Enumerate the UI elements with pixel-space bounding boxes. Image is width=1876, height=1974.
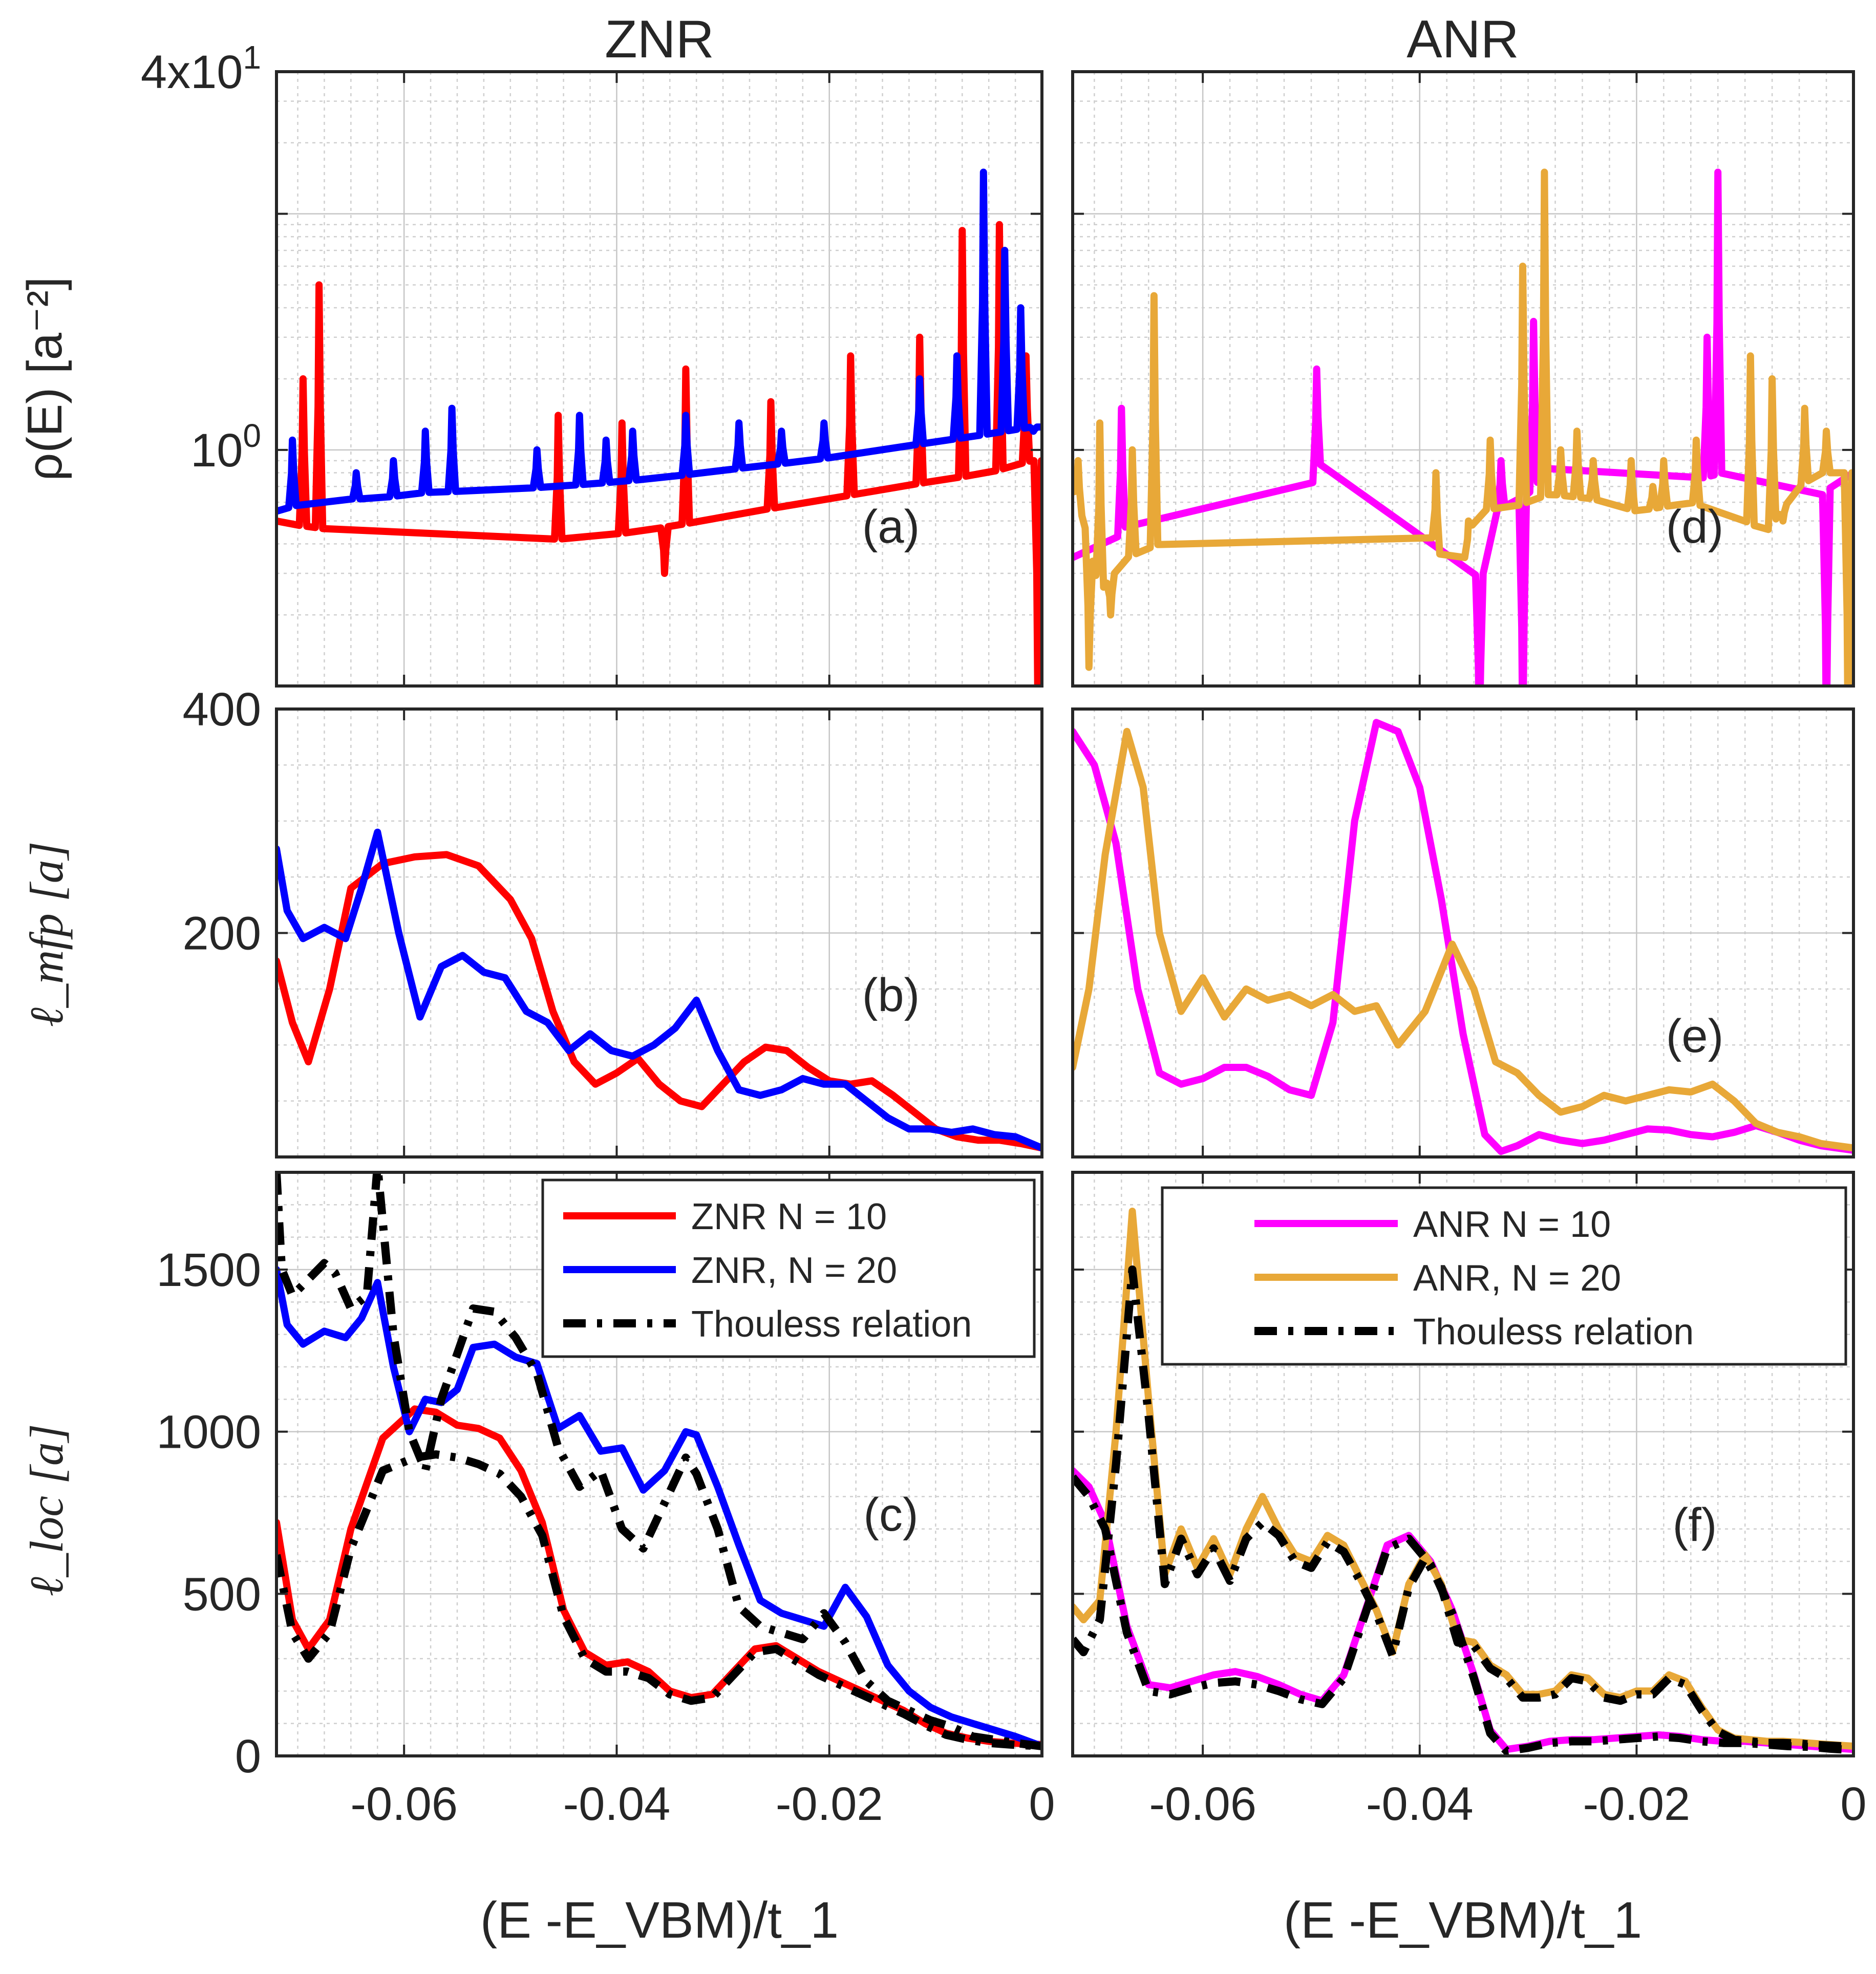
- xlabel-right: (E -E_VBM)/t_1: [1284, 1892, 1642, 1949]
- series-line: [276, 851, 1042, 1152]
- y-tick-label: 200: [183, 908, 262, 960]
- legend-label: ZNR, N = 20: [691, 1250, 897, 1291]
- x-tick-label: 0: [1029, 1778, 1055, 1830]
- series-group: [276, 1172, 1042, 1750]
- series-line: [276, 828, 1042, 1152]
- column-title-anr: ANR: [1406, 10, 1519, 69]
- series-line: [276, 1172, 1042, 1750]
- series-line: [276, 168, 1042, 515]
- x-tick-label: -0.06: [350, 1778, 458, 1830]
- panel-d: (d): [1071, 70, 1855, 688]
- series-group: [276, 828, 1042, 1152]
- series-line: [1073, 719, 1853, 1155]
- ylabel-mfp: ℓ_mfp [a]: [20, 842, 73, 1027]
- y-tick-label-base: 10: [190, 424, 243, 477]
- y-tick-label: 1000: [156, 1406, 261, 1458]
- panel-label: (e): [1666, 1010, 1723, 1062]
- series-line: [276, 1266, 1042, 1750]
- panel-b: 200 400 (b): [183, 683, 1043, 1158]
- series-line: [276, 1450, 1042, 1750]
- series-group: [1073, 719, 1853, 1155]
- y-tick-label-exp: 0: [243, 417, 261, 454]
- y-tick-label: 0: [235, 1730, 261, 1783]
- series-line: [276, 221, 1042, 686]
- y-tick-label: 4x101: [141, 39, 261, 98]
- x-tick-label: -0.02: [1583, 1778, 1691, 1830]
- series-group: [1073, 1208, 1853, 1755]
- xlabel-left: (E -E_VBM)/t_1: [480, 1892, 839, 1949]
- series-group: [276, 168, 1042, 686]
- legend-label: Thouless relation: [1413, 1312, 1694, 1353]
- y-tick-label: 100: [190, 417, 261, 477]
- x-tick-label: 0: [1840, 1778, 1866, 1830]
- y-tick-label-exp: 1: [243, 39, 261, 76]
- axes-frame: [275, 1171, 1043, 1757]
- panel-label: (f): [1673, 1499, 1717, 1551]
- legend-label: ANR N = 10: [1413, 1204, 1611, 1245]
- panel-a: 4x101 100 (a): [141, 39, 1043, 688]
- legend-label: ZNR N = 10: [691, 1196, 887, 1237]
- x-tick-label: -0.02: [776, 1778, 883, 1830]
- panel-label: (c): [863, 1489, 918, 1541]
- legend-label: ANR, N = 20: [1413, 1258, 1621, 1299]
- panel-c: 0 500 1000 1500 -0.06 -0.04 -0.02 0 (c) ZNR N = 1…: [156, 1171, 1055, 1830]
- series-line: [1073, 168, 1853, 686]
- panel-label: (b): [862, 969, 920, 1021]
- series-line: [1073, 727, 1853, 1152]
- axes-frame: [275, 70, 1043, 688]
- y-tick-label-base: 4x10: [141, 46, 243, 98]
- column-title-znr: ZNR: [605, 10, 714, 69]
- y-tick-label: 500: [183, 1568, 262, 1620]
- y-tick-label: 400: [183, 683, 262, 736]
- x-tick-label: -0.04: [1366, 1778, 1474, 1830]
- axes-frame: [1071, 1171, 1855, 1757]
- ylabel-loc: ℓ_loc [a]: [20, 1424, 73, 1596]
- series-group: [1073, 168, 1853, 686]
- panel-label: (d): [1666, 501, 1723, 553]
- x-tick-label: -0.04: [563, 1778, 671, 1830]
- panel-e: (e): [1071, 707, 1855, 1158]
- x-tick-label: -0.06: [1149, 1778, 1256, 1830]
- ylabel-dos: ρ(E) [a⁻²]: [17, 277, 72, 481]
- series-line: [1073, 1265, 1853, 1751]
- panel-f: -0.06 -0.04 -0.02 0 (f) ANR N = 10 ANR, N = 20…: [1071, 1171, 1867, 1830]
- panel-label: (a): [862, 501, 920, 553]
- legend-label: Thouless relation: [691, 1304, 972, 1345]
- y-tick-label: 1500: [156, 1244, 261, 1296]
- axes-frame: [1071, 70, 1855, 688]
